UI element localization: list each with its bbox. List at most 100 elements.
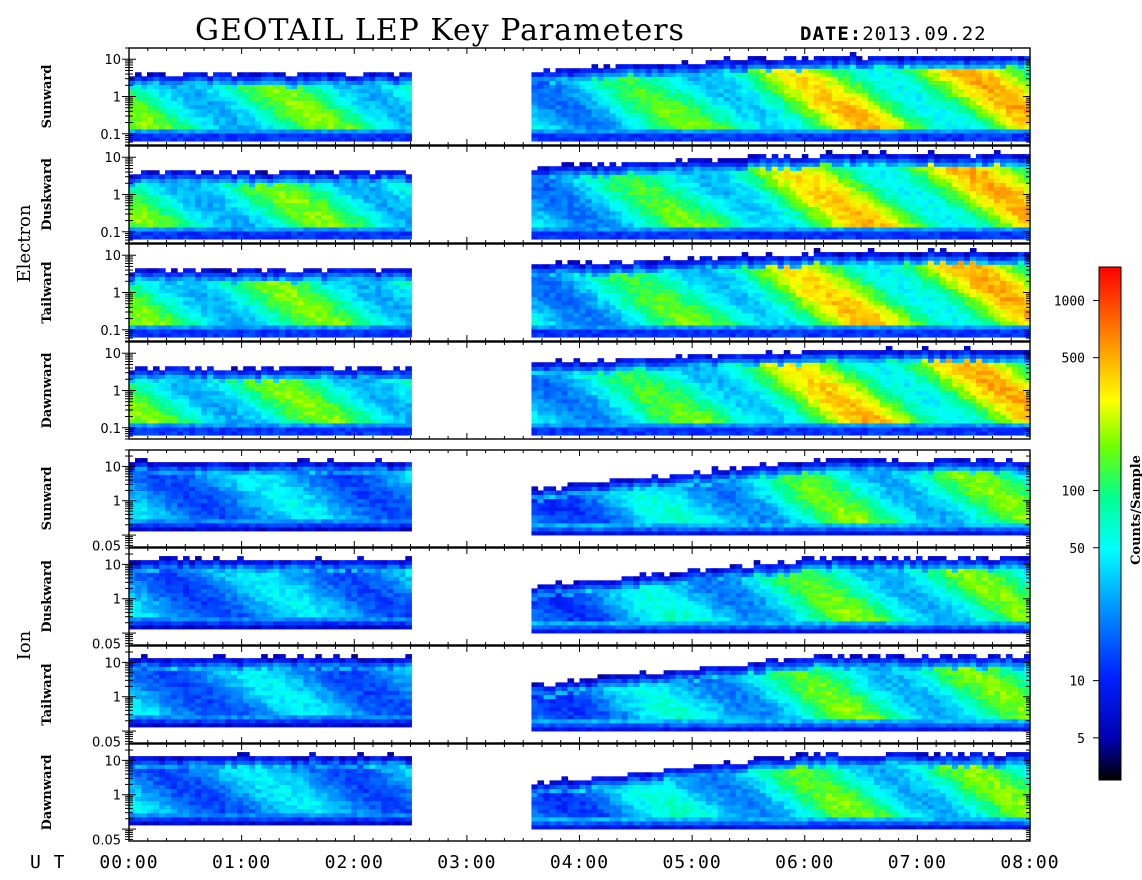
spectrogram-cell [844,60,851,65]
spectrogram-cell [255,101,262,106]
spectrogram-cell [249,195,256,200]
spectrogram-cell [153,125,160,130]
spectrogram-cell [255,121,262,126]
spectrogram-cell [363,170,370,175]
spectrogram-cell [549,190,556,195]
spectrogram-cell [694,219,701,224]
spectrogram-cell [850,174,857,179]
spectrogram-cell [988,72,995,77]
spectrogram-cell [531,72,538,77]
spectrogram-cell [189,219,196,224]
spectrogram-cell [826,92,833,97]
spectrogram-cell [243,129,250,134]
spectrogram-cell [808,178,815,183]
spectrogram-cell [808,68,815,73]
spectrogram-cell [249,219,256,224]
spectrogram-cell [664,80,671,85]
spectrogram-cell [555,182,562,187]
spectrogram-cell [369,137,376,142]
spectrogram-cell [327,129,334,134]
spectrogram-cell [207,92,214,97]
date-value: 2013.09.22 [862,23,986,45]
spectrogram-cell [573,80,580,85]
spectrogram-cell [856,186,863,191]
spectrogram-cell [976,219,983,224]
spectrogram-cell [171,199,178,204]
spectrogram-cell [736,227,743,232]
spectrogram-cell [141,137,148,142]
spectrogram-cell [357,178,364,183]
spectrogram-cell [201,178,208,183]
spectrogram-cell [922,60,929,65]
spectrogram-cell [778,231,785,236]
spectrogram-cell [682,121,689,126]
spectrogram-cell [832,72,839,77]
spectrogram-cell [141,129,148,134]
spectrogram-cell [940,182,947,187]
spectrogram-cell [610,231,617,236]
spectrogram-cell [862,113,869,118]
spectrogram-cell [303,109,310,114]
spectrogram-cell [339,105,346,110]
spectrogram-cell [561,76,568,81]
spectrogram-cell [634,182,641,187]
spectrogram-cell [237,199,244,204]
spectrogram-cell [586,182,593,187]
spectrogram-cell [147,199,154,204]
spectrogram-cell [243,170,250,175]
spectrogram-cell [832,76,839,81]
spectrogram-cell [946,174,953,179]
spectrogram-cell [856,203,863,208]
spectrogram-cell [171,227,178,232]
spectrogram-cell [832,125,839,130]
spectrogram-cell [742,199,749,204]
spectrogram-cell [754,182,761,187]
spectrogram-cell [309,92,316,97]
spectrogram-cell [604,199,611,204]
spectrogram-cell [610,84,617,89]
spectrogram-cell [219,174,226,179]
spectrogram-cell [724,88,731,93]
spectrogram-cell [706,207,713,212]
spectrogram-cell [201,219,208,224]
spectrogram-cell [838,211,845,216]
spectrogram-cell [664,105,671,110]
spectrogram-cell [357,121,364,126]
spectrogram-cell [886,56,893,61]
spectrogram-cell [664,174,671,179]
spectrogram-cell [766,88,773,93]
spectrogram-cell [928,203,935,208]
spectrogram-cell [369,235,376,240]
spectrogram-cell [952,117,959,122]
spectrogram-cell [694,129,701,134]
spectrogram-cell [249,105,256,110]
spectrogram-cell [664,72,671,77]
spectrogram-cell [363,227,370,232]
spectrogram-cell [796,121,803,126]
spectrogram-cell [814,158,821,163]
spectrogram-cell [676,105,683,110]
spectrogram-cell [874,76,881,81]
spectrogram-cell [856,105,863,110]
spectrogram-cell [297,215,304,220]
spectrogram-cell [706,195,713,200]
spectrogram-cell [159,174,166,179]
spectrogram-cell [1000,129,1007,134]
spectrogram-cell [994,125,1001,130]
spectrogram-cell [153,203,160,208]
spectrogram-cell [225,121,232,126]
spectrogram-cell [351,97,358,102]
spectrogram-cell [790,64,797,69]
spectrogram-cell [652,68,659,73]
spectrogram-cell [934,170,941,175]
spectrogram-cell [561,72,568,77]
spectrogram-cell [267,121,274,126]
spectrogram-cell [760,195,767,200]
spectrogram-cell [760,92,767,97]
spectrogram-cell [952,113,959,118]
spectrogram-cell [381,137,388,142]
spectrogram-cell [880,162,887,167]
spectrogram-cell [946,121,953,126]
spectrogram-cell [273,207,280,212]
spectrogram-cell [399,97,406,102]
